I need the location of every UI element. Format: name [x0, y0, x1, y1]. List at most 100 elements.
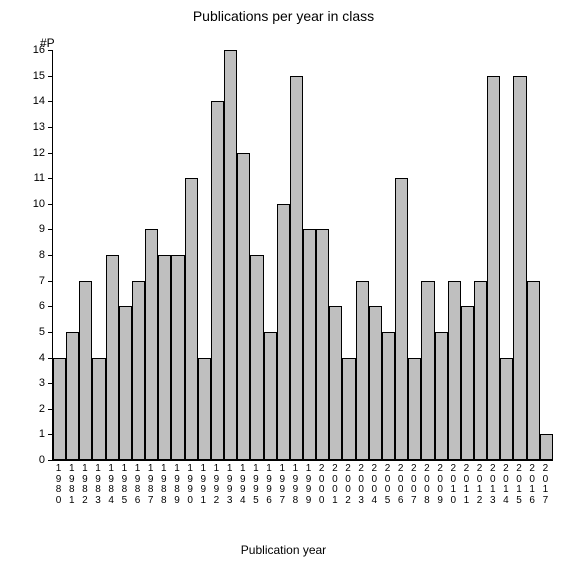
y-tick [48, 255, 53, 256]
y-tick [48, 306, 53, 307]
x-tick-label: 1988 [157, 464, 170, 506]
bar [132, 281, 145, 460]
y-tick [48, 332, 53, 333]
y-tick [48, 153, 53, 154]
bar [395, 178, 408, 460]
x-tick-label: 2013 [486, 464, 499, 506]
x-tick-label: 2005 [381, 464, 394, 506]
bar [408, 358, 421, 461]
bar [316, 229, 329, 460]
y-tick-label: 1 [39, 428, 45, 440]
y-tick [48, 460, 53, 461]
bar [527, 281, 540, 460]
y-tick [48, 127, 53, 128]
bar [145, 229, 158, 460]
bar [264, 332, 277, 460]
y-tick-label: 2 [39, 403, 45, 415]
bar [250, 255, 263, 460]
chart-title: Publications per year in class [0, 8, 567, 24]
bar [487, 76, 500, 460]
bar [448, 281, 461, 460]
x-tick-label: 2004 [368, 464, 381, 506]
bar [171, 255, 184, 460]
y-tick-label: 14 [33, 95, 45, 107]
bar [421, 281, 434, 460]
x-tick-label: 2007 [407, 464, 420, 506]
x-tick-label: 2002 [341, 464, 354, 506]
y-tick-label: 15 [33, 70, 45, 82]
x-tick-label: 2006 [394, 464, 407, 506]
x-tick-label: 2011 [460, 464, 473, 506]
bar [461, 306, 474, 460]
y-tick [48, 229, 53, 230]
bar [474, 281, 487, 460]
x-tick-label: 2012 [473, 464, 486, 506]
x-tick-label: 2003 [355, 464, 368, 506]
bar [224, 50, 237, 460]
x-tick-label: 1981 [65, 464, 78, 506]
y-tick-label: 8 [39, 249, 45, 261]
bars-group [53, 50, 553, 460]
bar [158, 255, 171, 460]
y-tick [48, 204, 53, 205]
x-tick-label: 2008 [420, 464, 433, 506]
x-tick-label: 2014 [499, 464, 512, 506]
x-tick-label: 1989 [170, 464, 183, 506]
bar [500, 358, 513, 461]
bar [435, 332, 448, 460]
x-tick-label: 1985 [118, 464, 131, 506]
y-tick-label: 11 [34, 172, 45, 184]
x-tick-label: 1980 [52, 464, 65, 506]
bar [106, 255, 119, 460]
bar [119, 306, 132, 460]
y-tick-label: 4 [39, 352, 45, 364]
bar [290, 76, 303, 460]
x-tick-label: 1986 [131, 464, 144, 506]
y-tick-label: 13 [33, 121, 45, 133]
y-tick-label: 12 [33, 147, 45, 159]
x-tick-label: 1983 [91, 464, 104, 506]
y-tick [48, 434, 53, 435]
x-tick-label: 1993 [223, 464, 236, 506]
x-tick-label: 1994 [236, 464, 249, 506]
bar [329, 306, 342, 460]
x-tick-label: 2009 [434, 464, 447, 506]
y-tick [48, 101, 53, 102]
bar [540, 434, 553, 460]
bar [513, 76, 526, 460]
y-tick [48, 76, 53, 77]
x-tick-label: 1987 [144, 464, 157, 506]
y-tick-label: 5 [39, 326, 45, 338]
x-tick-label: 2010 [447, 464, 460, 506]
bar [92, 358, 105, 461]
x-tick-label: 1982 [78, 464, 91, 506]
y-tick-label: 7 [39, 275, 45, 287]
y-tick-label: 3 [39, 377, 45, 389]
x-labels: 1980198119821983198419851986198719881989… [52, 464, 552, 506]
bar [66, 332, 79, 460]
y-tick-label: 10 [33, 198, 45, 210]
bar [369, 306, 382, 460]
x-tick-label: 1999 [302, 464, 315, 506]
plot-area: 012345678910111213141516 [52, 50, 553, 461]
x-tick-label: 1992 [210, 464, 223, 506]
x-tick-label: 2017 [539, 464, 552, 506]
bar [342, 358, 355, 461]
y-tick-label: 16 [33, 44, 45, 56]
y-tick [48, 358, 53, 359]
y-tick [48, 383, 53, 384]
x-tick-label: 1997 [276, 464, 289, 506]
x-tick-label: 1998 [289, 464, 302, 506]
x-tick-label: 2001 [328, 464, 341, 506]
y-tick [48, 50, 53, 51]
y-tick-label: 9 [39, 223, 45, 235]
bar [79, 281, 92, 460]
y-tick [48, 178, 53, 179]
x-tick-label: 2016 [526, 464, 539, 506]
bar [277, 204, 290, 460]
y-tick-label: 6 [39, 300, 45, 312]
bar [53, 358, 66, 461]
y-tick [48, 409, 53, 410]
x-tick-label: 2000 [315, 464, 328, 506]
bar [356, 281, 369, 460]
